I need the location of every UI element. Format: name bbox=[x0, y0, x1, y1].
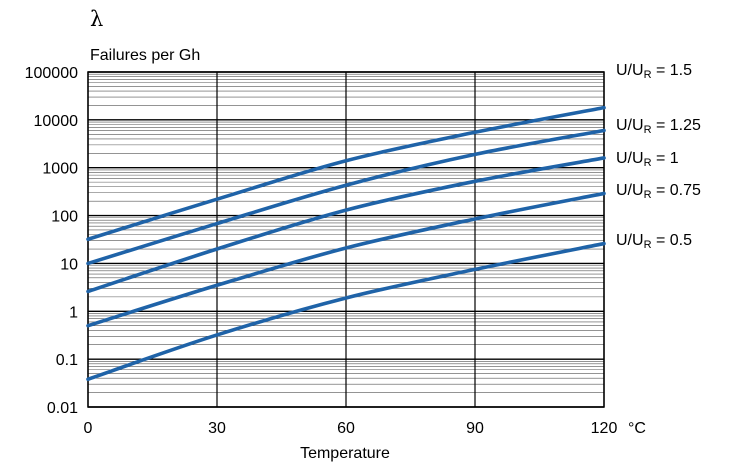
series-line bbox=[86, 105, 606, 242]
series-label: U/UR = 1 bbox=[616, 150, 679, 169]
y-tick-label: 100 bbox=[51, 209, 78, 226]
y-tick-label: 1 bbox=[69, 304, 78, 321]
x-tick-label: 60 bbox=[337, 420, 355, 437]
series-curves bbox=[86, 105, 606, 382]
x-tick-label: 0 bbox=[84, 420, 93, 437]
y-tick-label: 10 bbox=[60, 256, 78, 273]
series-label: U/UR = 1.25 bbox=[616, 117, 701, 136]
y-tick-label: 0.01 bbox=[47, 400, 78, 417]
series-line bbox=[86, 191, 606, 328]
x-tick-label: 30 bbox=[208, 420, 226, 437]
y-tick-label: 1000 bbox=[42, 161, 78, 178]
x-tick-label: 120 bbox=[591, 420, 618, 437]
series-line bbox=[86, 241, 606, 382]
y-tick-label: 0.1 bbox=[56, 352, 78, 369]
x-tick-labels: 0 30 60 90 120 bbox=[84, 420, 618, 437]
y-axis-label: Failures per Gh bbox=[90, 47, 200, 64]
x-axis-label: Temperature bbox=[300, 445, 390, 462]
y-tick-label: 100000 bbox=[25, 65, 78, 82]
series-line bbox=[86, 128, 606, 266]
series-label: U/UR = 1.5 bbox=[616, 62, 692, 81]
series-label: U/UR = 0.75 bbox=[616, 182, 701, 201]
series-label: U/UR = 0.5 bbox=[616, 232, 692, 251]
series-line bbox=[86, 156, 606, 294]
y-tick-labels: 0.01 0.1 1 10 100 1000 10000 100000 bbox=[25, 65, 78, 417]
series-labels: U/UR = 1.5 U/UR = 1.25 U/UR = 1 U/UR = 0.75… bbox=[616, 62, 701, 251]
y-tick-label: 10000 bbox=[34, 113, 79, 130]
x-axis-unit: °C bbox=[628, 420, 646, 437]
y-axis-symbol: λ bbox=[90, 7, 103, 31]
x-tick-label: 90 bbox=[466, 420, 484, 437]
